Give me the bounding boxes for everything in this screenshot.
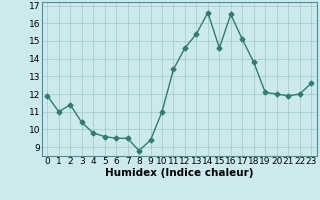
X-axis label: Humidex (Indice chaleur): Humidex (Indice chaleur) bbox=[105, 168, 253, 178]
